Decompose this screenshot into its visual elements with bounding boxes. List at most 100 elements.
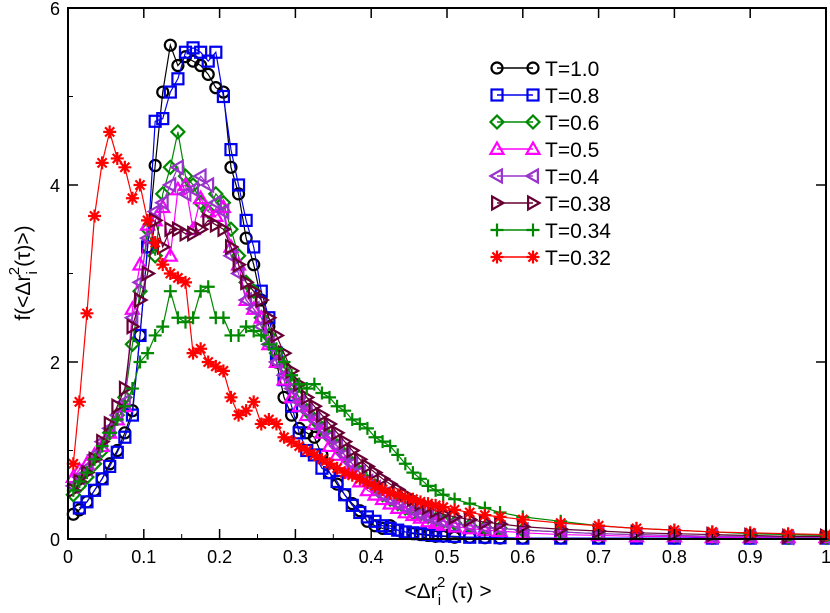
x-tick-label: 0.1: [131, 547, 156, 567]
data-point: [95, 156, 109, 170]
data-point: [292, 439, 306, 453]
data-point: [526, 250, 540, 264]
data-point: [133, 178, 147, 192]
data-point: [80, 495, 94, 509]
legend-label: T=0.4: [545, 166, 600, 189]
x-tick-label: 1: [821, 547, 830, 567]
x-tick-label: 0.3: [283, 547, 308, 567]
x-tick-label: 0.4: [359, 547, 384, 567]
data-point: [361, 458, 377, 475]
data-point: [224, 390, 238, 404]
data-point: [184, 181, 200, 198]
data-point: [488, 167, 503, 185]
data-point: [436, 488, 450, 502]
data-point: [240, 273, 255, 291]
x-tick-label: 0.5: [434, 547, 459, 567]
legend-label: T=0.5: [545, 139, 599, 162]
data-point: [345, 468, 359, 482]
x-tick-label: 0.7: [586, 547, 611, 567]
y-axis: 0 2 4 6: [50, 0, 826, 550]
data-point: [315, 386, 329, 400]
data-point: [307, 448, 321, 462]
data-point: [222, 247, 237, 265]
data-point: [134, 291, 149, 309]
data-point: [323, 390, 337, 404]
x-axis: 0 0.1 0.2 0.3 0.4 0.5 0.6 0.7 0.8 0.9 1: [63, 8, 830, 567]
data-point: [209, 45, 223, 59]
y-tick-label: 0: [50, 530, 60, 550]
series-t-0-4: [64, 158, 830, 546]
data-point: [148, 114, 162, 128]
series-line: [78, 47, 826, 539]
data-point: [239, 213, 253, 227]
data-point: [254, 328, 268, 342]
data-point: [376, 435, 390, 449]
data-point: [262, 309, 278, 327]
data-point: [406, 492, 420, 506]
data-point: [103, 426, 117, 440]
data-point: [524, 140, 542, 155]
data-point: [194, 284, 208, 298]
data-point: [186, 346, 200, 360]
data-point: [87, 483, 102, 497]
series-t-0-38: [67, 212, 830, 545]
data-point: [262, 413, 276, 427]
data-point: [490, 61, 504, 75]
data-point: [103, 125, 117, 139]
data-point: [429, 483, 443, 497]
data-point: [161, 176, 177, 194]
data-point: [171, 311, 185, 325]
y-tick-label: 4: [50, 176, 60, 196]
data-point: [66, 457, 80, 471]
data-point: [192, 189, 210, 205]
data-point: [383, 521, 397, 535]
data-point: [398, 525, 412, 539]
data-point: [237, 291, 253, 309]
data-point: [345, 413, 359, 427]
data-point: [338, 488, 352, 502]
y-tick-label: 2: [50, 353, 60, 373]
data-point: [154, 194, 169, 212]
data-point: [194, 220, 210, 238]
data-point: [148, 328, 162, 342]
data-point: [346, 442, 361, 459]
legend-entry: T=1.0: [490, 58, 599, 81]
legend-label: T=0.34: [545, 220, 611, 243]
data-point: [524, 167, 539, 185]
data-point: [436, 500, 450, 514]
data-point: [413, 472, 427, 486]
data-point: [216, 364, 230, 378]
data-point: [209, 216, 225, 234]
data-point: [323, 415, 339, 433]
data-point: [421, 497, 435, 511]
data-point: [292, 377, 306, 391]
data-point: [526, 61, 540, 75]
legend-entry: T=0.32: [490, 247, 611, 270]
series-t-0-8: [72, 41, 830, 545]
data-point: [123, 309, 139, 327]
data-point: [187, 225, 202, 243]
data-point: [88, 452, 102, 466]
data-point: [232, 408, 246, 422]
data-point: [247, 240, 261, 254]
data-point: [391, 488, 405, 502]
data-point: [224, 160, 238, 174]
data-point: [103, 459, 117, 474]
data-point: [95, 439, 109, 453]
data-point: [353, 417, 367, 431]
data-point: [526, 223, 540, 237]
data-point: [478, 508, 492, 522]
data-point: [275, 370, 293, 386]
data-point: [224, 238, 240, 256]
data-point: [118, 160, 132, 174]
legend-label: T=1.0: [545, 58, 599, 81]
data-point: [156, 85, 170, 99]
data-point: [476, 519, 491, 536]
data-point: [421, 479, 435, 493]
data-point: [526, 88, 540, 102]
data-point: [110, 413, 124, 427]
data-point: [330, 399, 344, 413]
data-point: [269, 342, 283, 356]
x-tick-label: 0.6: [510, 547, 535, 567]
series-line: [72, 219, 826, 537]
